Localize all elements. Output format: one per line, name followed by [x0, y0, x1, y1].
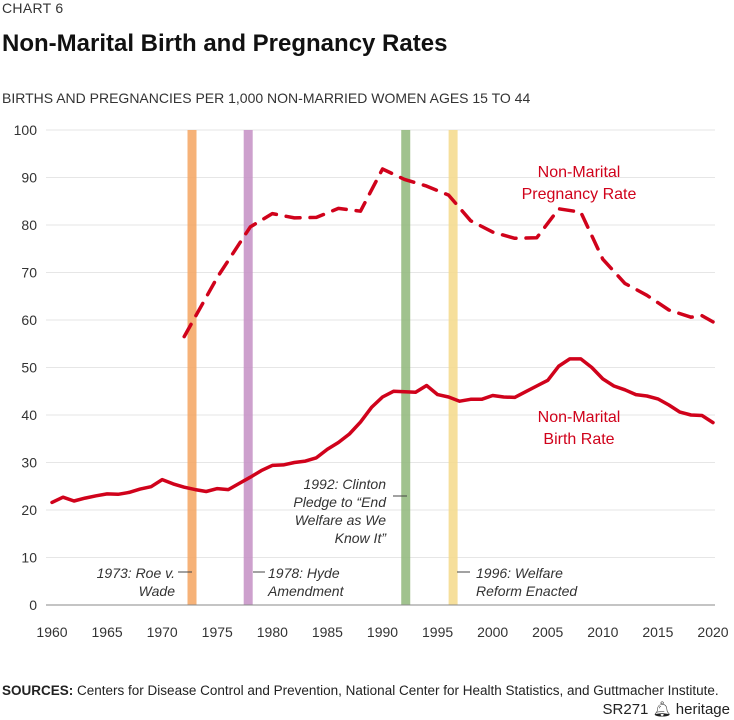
y-tick-label: 30 — [21, 455, 37, 471]
x-tick-label: 2020 — [697, 624, 728, 640]
annotation-text-1992: Welfare as We — [295, 512, 387, 528]
x-tick-label: 1965 — [92, 624, 123, 640]
brand: SR271 🔔︎ heritage — [603, 700, 730, 718]
event-band-1992 — [401, 130, 411, 605]
event-bands — [187, 130, 458, 605]
y-tick-label: 20 — [21, 502, 37, 518]
y-tick-label: 80 — [21, 217, 37, 233]
event-band-1973 — [187, 130, 197, 605]
x-tick-label: 1980 — [257, 624, 288, 640]
annotation-text-1992: Know It” — [335, 530, 388, 546]
annotation-text-1978: Amendment — [267, 583, 345, 599]
birth-rate-line — [50, 357, 715, 505]
y-tick-label: 60 — [21, 312, 37, 328]
x-tick-label: 2000 — [477, 624, 508, 640]
pregnancy-rate-line — [182, 167, 715, 339]
y-tick-label: 40 — [21, 407, 37, 423]
series-label: Non-Marital — [538, 409, 621, 426]
x-tick-label: 2015 — [642, 624, 673, 640]
series-labels: Non-Marital Birth Rate Non-Marital Pregnanc… — [522, 164, 637, 448]
x-tick-label: 2005 — [532, 624, 563, 640]
sources-note: SOURCES: Centers for Disease Control and… — [2, 681, 719, 701]
axes: 0 10 20 30 40 50 60 70 80 90 100 1960 1965 1970 1975 19… — [14, 122, 729, 640]
series-label: Pregnancy Rate — [522, 186, 637, 203]
sources-label: SOURCES: — [2, 683, 74, 698]
chart-title: Non-Marital Birth and Pregnancy Rates — [2, 30, 448, 57]
annotation-text-1978: 1978: Hyde — [268, 565, 340, 581]
x-tick-label: 1970 — [147, 624, 178, 640]
y-tick-label: 50 — [21, 360, 37, 376]
y-tick-label: 0 — [29, 597, 37, 613]
x-tick-label: 2010 — [587, 624, 618, 640]
annotation-text-1996: 1996: Welfare — [476, 565, 563, 581]
series-label: Birth Rate — [543, 431, 614, 448]
annotation-text-1973: Wade — [139, 583, 176, 599]
y-tick-label: 70 — [21, 265, 37, 281]
report-id: SR271 — [602, 701, 649, 718]
x-tick-label: 1960 — [36, 624, 67, 640]
y-tick-label: 10 — [21, 550, 37, 566]
chart-subtitle: BIRTHS AND PREGNANCIES PER 1,000 NON-MAR… — [2, 90, 531, 106]
y-tick-label: 100 — [14, 122, 38, 138]
sources-text: Centers for Disease Control and Preventi… — [77, 683, 719, 698]
y-tick-label: 90 — [21, 170, 37, 186]
event-band-1996 — [448, 130, 458, 605]
line-chart: 0 10 20 30 40 50 60 70 80 90 100 1960 1965 1970 1975 19… — [14, 122, 729, 640]
x-tick-label: 1990 — [367, 624, 398, 640]
x-tick-label: 1995 — [422, 624, 453, 640]
annotation-text-1992: 1992: Clinton — [303, 476, 386, 492]
brand-name: heritage — [675, 701, 730, 718]
x-tick-label: 1985 — [312, 624, 343, 640]
event-annotations: 1973: Roe v. Wade 1978: Hyde Amendment 1992:… — [97, 476, 579, 599]
series-label: Non-Marital — [538, 164, 621, 181]
x-tick-label: 1975 — [202, 624, 233, 640]
grid-lines — [46, 129, 715, 558]
annotation-text-1973: 1973: Roe v. — [97, 565, 175, 581]
event-band-1978 — [243, 130, 253, 605]
liberty-bell-icon: 🔔︎ — [652, 701, 672, 718]
chart-kicker: CHART 6 — [2, 0, 64, 16]
series-lines — [50, 167, 715, 505]
annotation-text-1996: Reform Enacted — [476, 583, 578, 599]
annotation-text-1992: Pledge to “End — [293, 494, 387, 510]
